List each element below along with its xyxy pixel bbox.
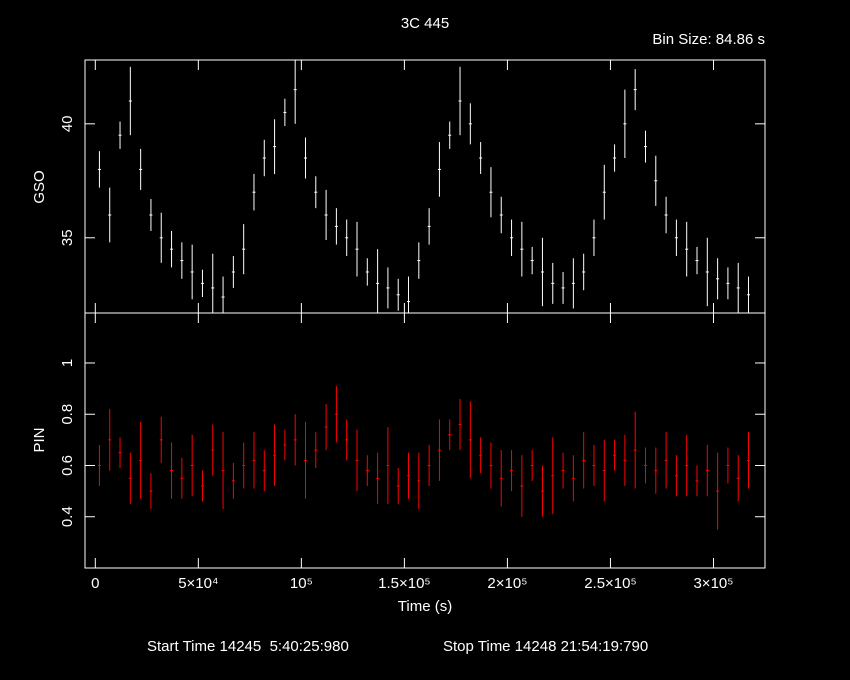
y-axis-label: GSO bbox=[31, 170, 48, 203]
stop-time: Stop Time 14248 21:54:19:790 bbox=[443, 638, 648, 655]
x-axis-label: Time (s) bbox=[398, 598, 452, 615]
x-tick-label: 2.5×10⁵ bbox=[584, 575, 637, 592]
x-tick-label: 0 bbox=[91, 575, 99, 592]
y-tick-label: 40 bbox=[59, 115, 76, 132]
y-tick-label: 35 bbox=[59, 229, 76, 246]
x-tick-label: 1.5×10⁵ bbox=[378, 575, 431, 592]
x-tick-label: 5×10⁴ bbox=[178, 575, 218, 592]
start-time: Start Time 14245 5:40:25:980 bbox=[147, 638, 349, 655]
y-tick-label: 0.8 bbox=[59, 404, 76, 425]
frame bbox=[84, 59, 766, 569]
chart-title: 3C 445 bbox=[401, 15, 449, 32]
y-tick-label: 0.4 bbox=[59, 506, 76, 527]
x-tick-label: 3×10⁵ bbox=[693, 575, 733, 592]
y-tick-label: 0.6 bbox=[59, 455, 76, 476]
x-tick-label: 10⁵ bbox=[290, 575, 313, 592]
x-tick-label: 2×10⁵ bbox=[487, 575, 527, 592]
y-tick-label: 1 bbox=[59, 359, 76, 367]
y-axis-label: PIN bbox=[31, 427, 48, 452]
bin-size: Bin Size: 84.86 s bbox=[652, 31, 765, 48]
